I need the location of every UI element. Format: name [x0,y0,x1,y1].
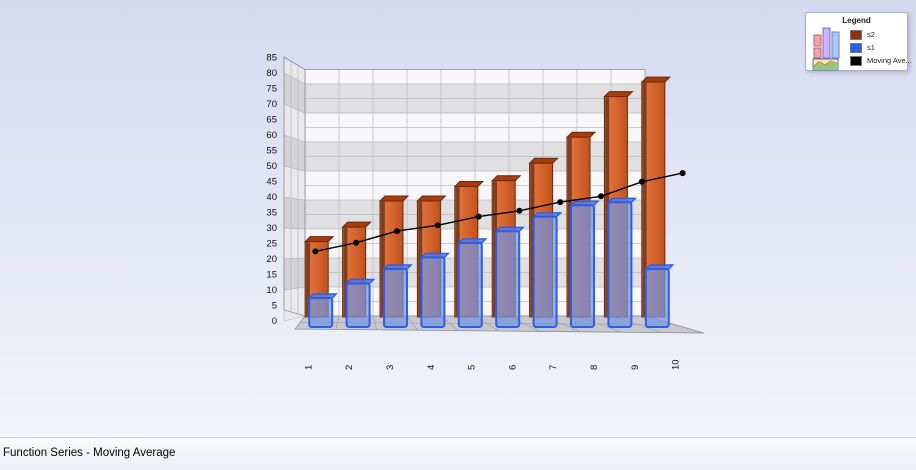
legend-item-s2: s2 [850,28,912,41]
svg-text:65: 65 [266,115,277,126]
svg-text:5: 5 [467,365,478,370]
svg-text:8: 8 [589,365,600,370]
svg-text:75: 75 [266,84,277,95]
moving-average-line [312,170,686,255]
x-axis-labels: 1 2 3 4 5 6 7 8 9 10 [303,359,681,370]
svg-text:10: 10 [671,359,682,370]
svg-text:45: 45 [266,177,277,188]
svg-text:30: 30 [266,223,277,234]
svg-text:85: 85 [266,53,277,64]
legend-bar-icon-blue [831,31,840,59]
legend-bar-icon-purple [822,27,831,59]
legend-item-moving-average: Moving Ave... [850,54,912,67]
legend-label-s1: s1 [867,43,875,52]
svg-text:35: 35 [266,208,277,219]
svg-text:10: 10 [266,285,277,296]
svg-text:3: 3 [385,365,396,370]
series-s1-bars [307,197,675,328]
svg-text:6: 6 [507,365,518,370]
legend-title: Legend [842,16,871,25]
legend-series-type-icons [812,27,840,71]
svg-text:40: 40 [266,192,277,203]
svg-text:55: 55 [266,146,277,157]
legend-bar-icon-pink-top [813,34,822,47]
svg-text:80: 80 [266,68,277,79]
legend-item-s1: s1 [850,41,912,54]
legend-box: Legend s2 s1 Moving Ave... [805,12,912,71]
legend-area-chart-icon [812,58,839,71]
svg-text:70: 70 [266,99,277,110]
legend-swatch-moving-average [850,55,862,66]
legend-swatch-s2 [850,29,862,40]
svg-text:50: 50 [266,161,277,172]
legend-label-s2: s2 [867,30,875,39]
svg-text:4: 4 [426,365,437,370]
legend-bar-icon-pink-bottom [813,47,822,59]
svg-text:0: 0 [272,316,277,327]
svg-text:20: 20 [266,254,277,265]
legend-swatch-s1 [850,42,862,53]
title-strip [0,437,916,470]
y-axis-labels: 0 5 10 15 20 25 30 35 40 45 50 55 60 65 70 75 80 85 [266,53,277,328]
svg-text:60: 60 [266,130,277,141]
svg-text:7: 7 [548,365,559,370]
chart-left-wall [283,56,306,322]
svg-text:25: 25 [266,239,277,250]
svg-text:2: 2 [344,365,355,370]
svg-text:9: 9 [630,365,641,370]
legend-label-moving-average: Moving Ave... [867,56,912,65]
svg-text:1: 1 [303,365,314,370]
svg-text:5: 5 [272,301,277,312]
legend-rows: s2 s1 Moving Ave... [850,28,912,67]
svg-text:15: 15 [266,270,277,281]
page-title: Function Series - Moving Average [3,447,176,459]
